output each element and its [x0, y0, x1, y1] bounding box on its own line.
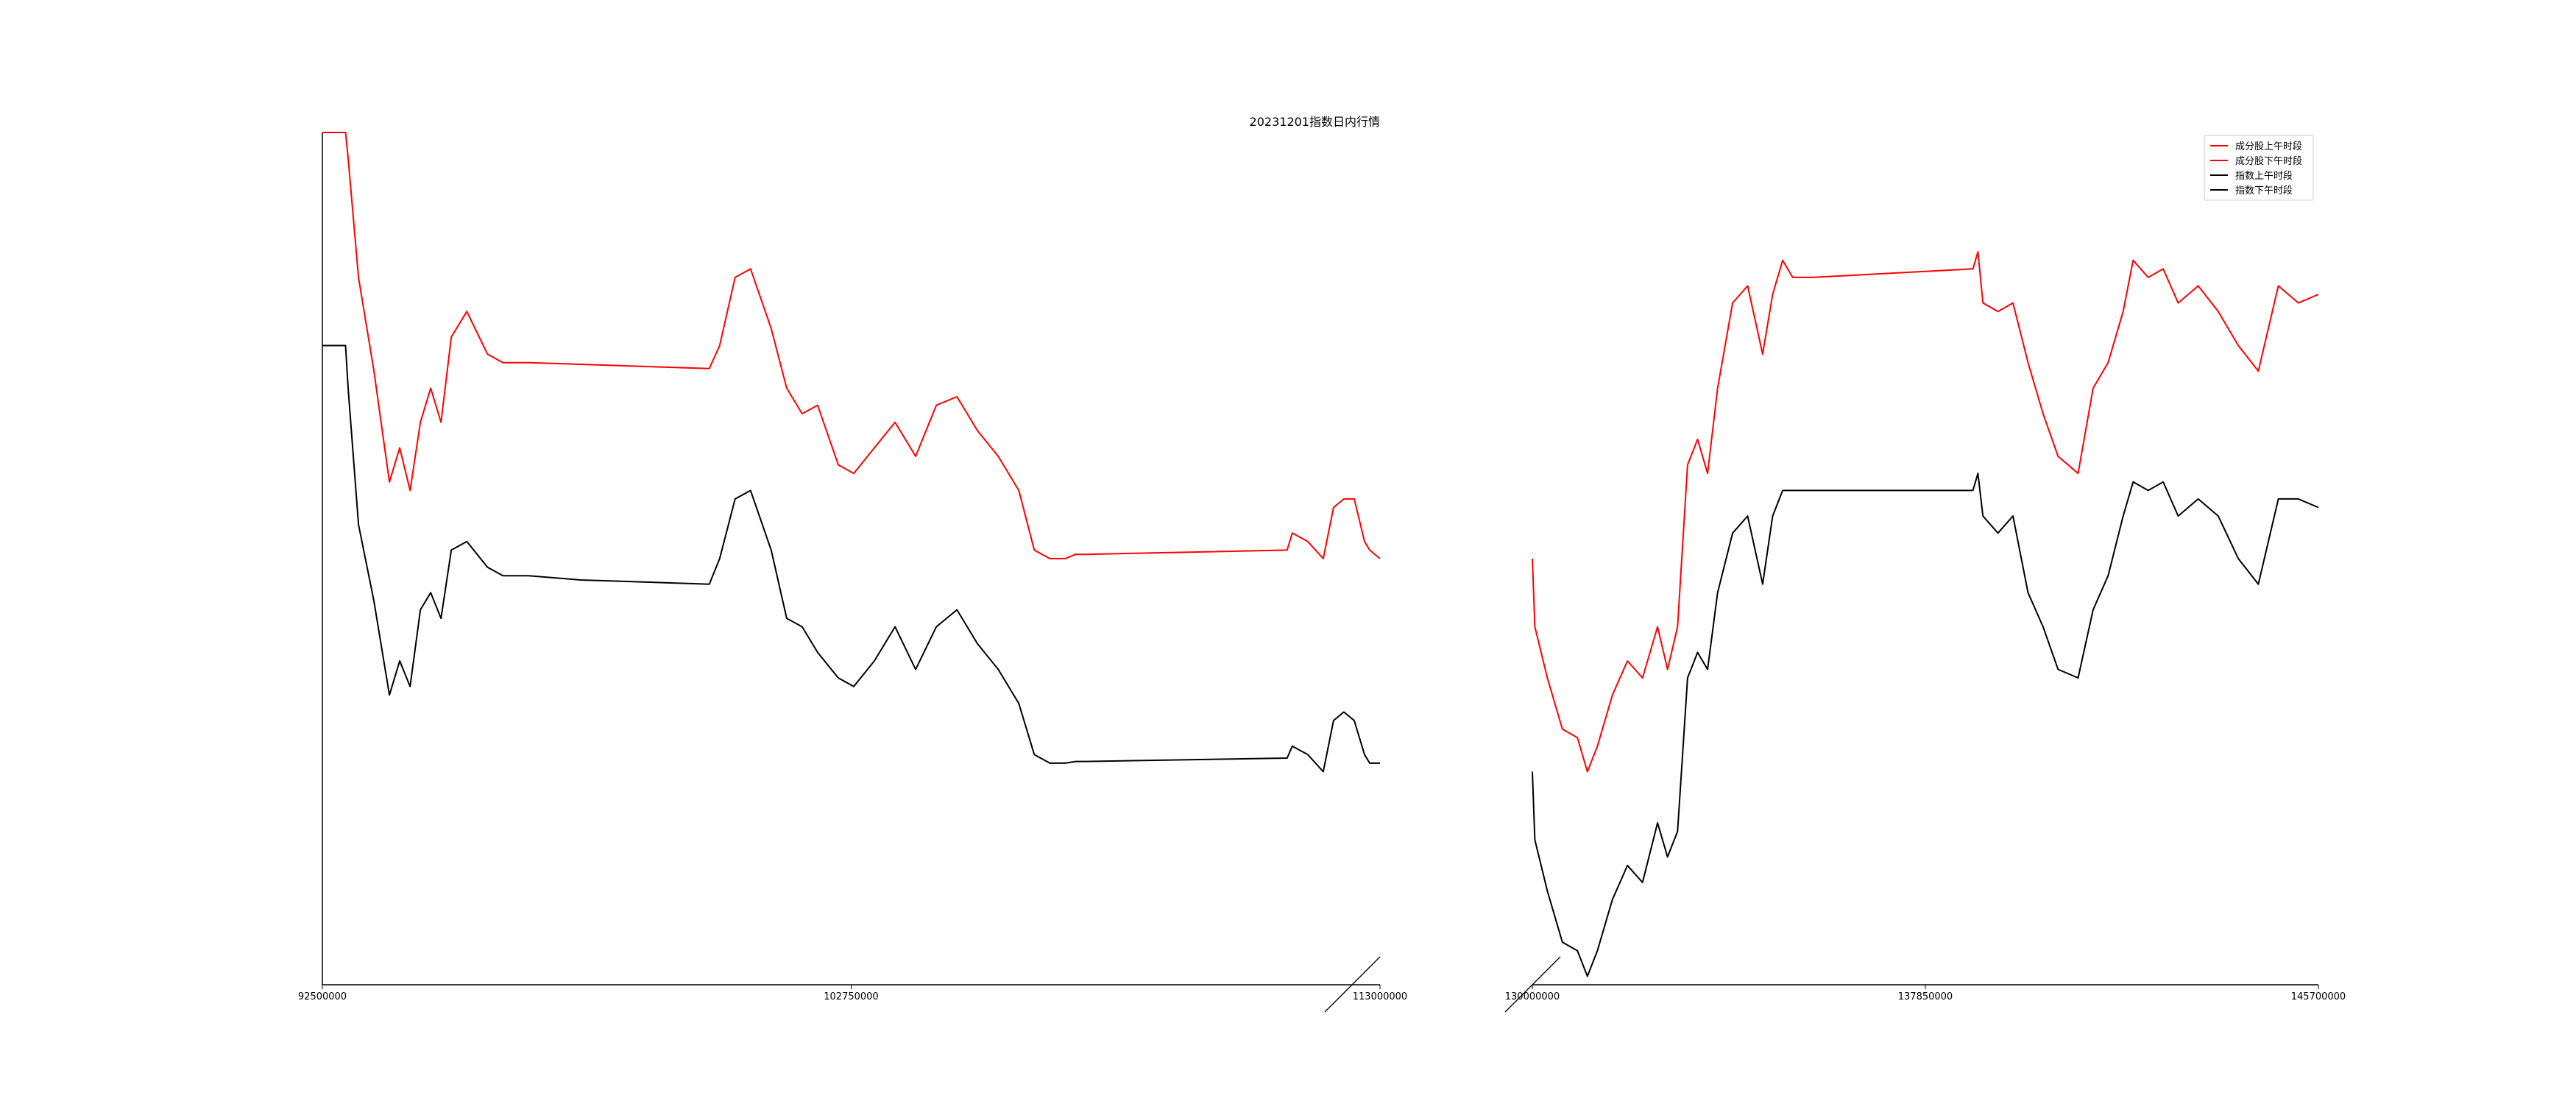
- chart-title: 20231201指数日内行情: [1250, 115, 1380, 129]
- morning-session-panel: 92500000 102750000 113000000 20231201指数日…: [298, 115, 1407, 1013]
- right-x-tick-label: 130000000: [1505, 991, 1560, 1002]
- constituent-series-line-0: [322, 132, 1381, 559]
- left-x-tick-marks: [322, 985, 1381, 989]
- index-series-line-0: [322, 344, 1380, 773]
- legend-label-index-pm: 指数下午时段: [2235, 185, 2293, 197]
- right-x-tick-marks: [1532, 985, 2319, 989]
- morning-series-group: [322, 132, 1381, 773]
- index-series-line-1: [1532, 473, 2319, 977]
- left-x-tick-label: 92500000: [298, 991, 347, 1002]
- legend-label-constituent-pm: 成分股下午时段: [2235, 156, 2302, 167]
- left-x-tick-label: 102750000: [824, 991, 878, 1002]
- legend-label-constituent-am: 成分股上午时段: [2235, 141, 2302, 152]
- constituent-series-line-1: [1532, 251, 2319, 773]
- legend-label-index-am: 指数上午时段: [2235, 171, 2293, 182]
- right-axis-break-mark: [1504, 956, 1561, 1013]
- left-axis-break-mark: [1324, 956, 1381, 1013]
- right-x-tick-label: 137850000: [1898, 991, 1953, 1002]
- afternoon-session-panel: 130000000 137850000 145700000 成分股上午时段 成分…: [1504, 135, 2346, 1013]
- afternoon-series-group: [1532, 251, 2319, 977]
- legend-box: [2204, 135, 2314, 201]
- right-x-tick-label: 145700000: [2291, 991, 2346, 1002]
- legend: 成分股上午时段 成分股下午时段 指数上午时段 指数下午时段: [2204, 135, 2314, 201]
- left-x-tick-label: 113000000: [1353, 991, 1407, 1002]
